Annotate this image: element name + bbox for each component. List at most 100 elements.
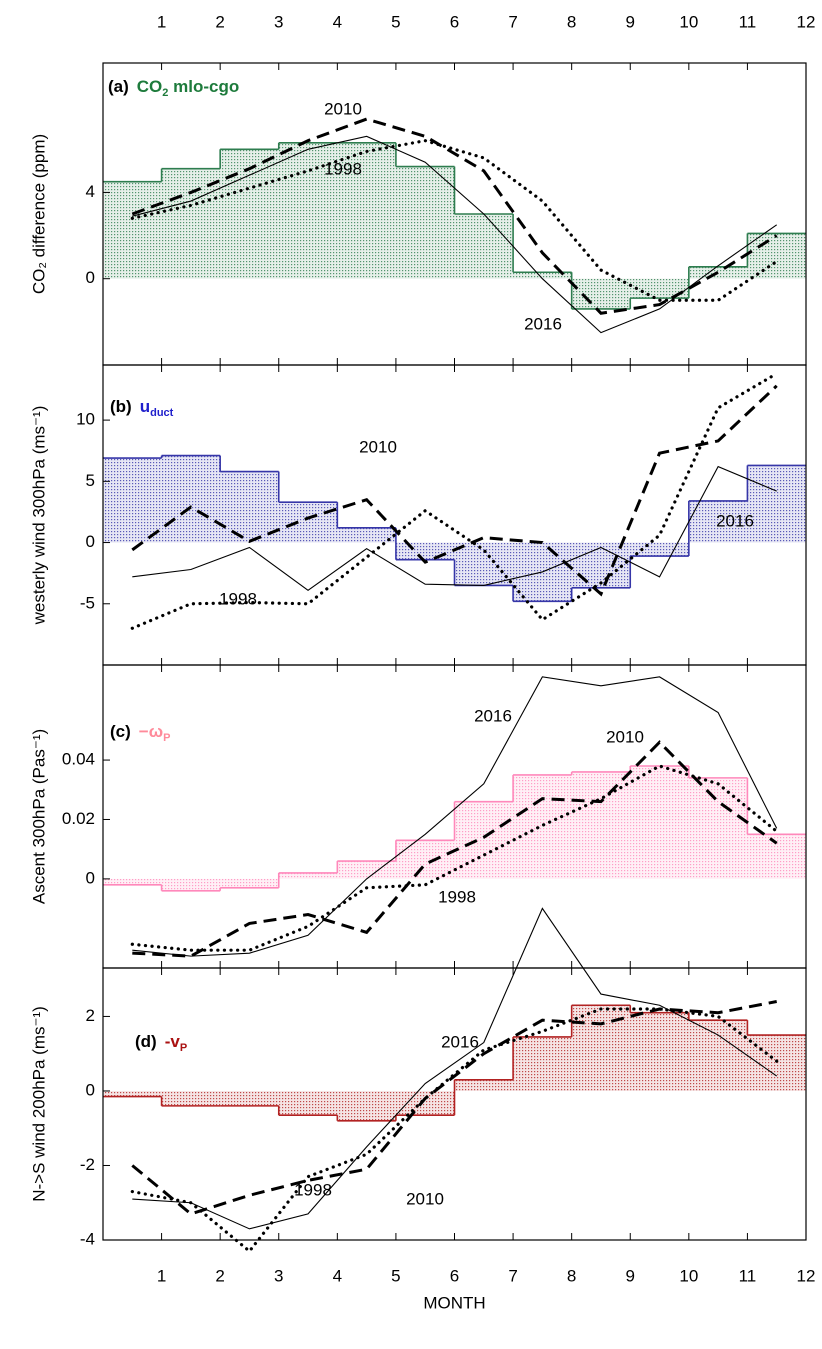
panel-label: (d) — [135, 1032, 157, 1051]
y-tick-label: 0.02 — [62, 809, 95, 828]
x-tick-label: 6 — [450, 1266, 459, 1285]
step-fill — [513, 272, 572, 279]
x-tick-label-top: 2 — [215, 12, 224, 31]
x-tick-label-top: 3 — [274, 12, 283, 31]
panel-label: (a) — [108, 77, 129, 96]
x-tick-label-top: 10 — [679, 12, 698, 31]
step-fill — [278, 872, 338, 879]
series-label: 2016 — [716, 511, 754, 530]
step-fill — [395, 1090, 455, 1116]
series-line — [132, 465, 777, 591]
step-fill — [747, 233, 806, 279]
step-fill — [278, 502, 338, 543]
step-fill — [395, 840, 455, 879]
y-tick-label: -4 — [80, 1229, 95, 1248]
x-axis-label: MONTH — [423, 1293, 485, 1312]
step-fill — [630, 278, 689, 299]
step-fill — [220, 471, 279, 543]
x-tick-label: 8 — [567, 1266, 576, 1285]
step-fill — [688, 1020, 748, 1091]
x-tick-label-top: 12 — [797, 12, 816, 31]
y-tick-label: 2 — [86, 1006, 95, 1025]
panel-label: (b) — [110, 397, 132, 416]
step-fill — [630, 542, 689, 557]
y-tick-label: 0.04 — [62, 750, 95, 769]
panel-title-part: CO — [137, 77, 163, 96]
step-fill — [513, 774, 572, 879]
step-fill — [103, 878, 162, 885]
step-fill — [220, 878, 279, 888]
y-tick-label: 0 — [86, 268, 95, 287]
x-tick-label: 3 — [274, 1266, 283, 1285]
step-fill — [630, 1012, 689, 1091]
series-label: 1998 — [324, 159, 362, 178]
series-line — [132, 740, 778, 958]
x-tick-label-top: 9 — [626, 12, 635, 31]
series-line — [130, 371, 779, 630]
x-tick-label: 4 — [333, 1266, 342, 1285]
y-tick-label: -5 — [80, 593, 95, 612]
y-tick-label: 0 — [86, 1080, 95, 1099]
panel-title-part: duct — [150, 407, 174, 419]
x-tick-label: 5 — [391, 1266, 400, 1285]
panel-title: (a) CO2 mlo-cgo — [108, 77, 239, 98]
panel-title-part: 2 — [162, 87, 168, 99]
series-label: 2016 — [441, 1032, 479, 1051]
step-fill — [571, 278, 631, 309]
panel-title-part: u — [140, 397, 150, 416]
y-axis-label: Ascent 300hPa (Pas⁻¹) — [29, 729, 48, 904]
step-fill — [747, 1035, 806, 1091]
series-label: 2010 — [359, 437, 397, 456]
x-tick-label-top: 1 — [157, 12, 166, 31]
step-fill — [513, 1036, 572, 1091]
y-axis-label: N->S wind 200hPa (ms⁻¹) — [29, 1006, 48, 1202]
panel-title-part: P — [180, 1042, 187, 1054]
y-axis-label: westerly wind 300hPa (ms⁻¹) — [29, 406, 48, 626]
y-tick-label: 5 — [86, 471, 95, 490]
step-fill — [454, 801, 514, 879]
series-line — [131, 1000, 777, 1216]
x-tick-label: 1 — [157, 1266, 166, 1285]
panel-title-part: -v — [165, 1032, 181, 1051]
series-label: 1998 — [294, 1180, 332, 1199]
step-fill — [278, 142, 338, 279]
panel-title-part: −ω — [139, 722, 163, 741]
series-line — [131, 117, 778, 315]
series-label: 2010 — [406, 1189, 444, 1208]
panel-title: (d) -vP — [135, 1032, 187, 1053]
step-fill — [220, 1090, 279, 1106]
step-fill — [454, 214, 514, 279]
y-axis-label: CO₂ difference (ppm) — [29, 134, 48, 294]
panel-title-part: mlo-cgo — [168, 77, 239, 96]
x-tick-label: 12 — [797, 1266, 816, 1285]
panel-title-part: P — [163, 732, 170, 744]
step-fill — [337, 861, 396, 879]
step-fill — [688, 777, 748, 879]
series-label: 1998 — [438, 887, 476, 906]
step-fill — [161, 455, 221, 543]
x-tick-label: 10 — [679, 1266, 698, 1285]
x-tick-label-top: 11 — [739, 12, 757, 31]
series-line — [130, 139, 779, 302]
step-fill — [688, 500, 748, 543]
step-fill — [454, 1079, 514, 1091]
series-label: 2016 — [474, 706, 512, 725]
x-tick-label-top: 7 — [508, 12, 517, 31]
y-tick-label: 4 — [86, 182, 95, 201]
step-fill — [395, 166, 455, 279]
x-tick-label: 7 — [508, 1266, 517, 1285]
panel-title: (c) −ωP — [110, 722, 170, 743]
x-tick-label-top: 8 — [567, 12, 576, 31]
step-fill — [454, 542, 514, 586]
y-tick-label: -2 — [80, 1155, 95, 1174]
step-fill — [161, 168, 221, 279]
step-fill — [747, 465, 806, 543]
panel-label: (c) — [110, 722, 131, 741]
series-line — [132, 135, 778, 334]
series-line — [132, 907, 778, 1230]
x-tick-label: 11 — [739, 1266, 757, 1285]
panel-title: (b) uduct — [110, 397, 174, 418]
series-line — [132, 676, 778, 957]
step-fill — [337, 142, 396, 279]
